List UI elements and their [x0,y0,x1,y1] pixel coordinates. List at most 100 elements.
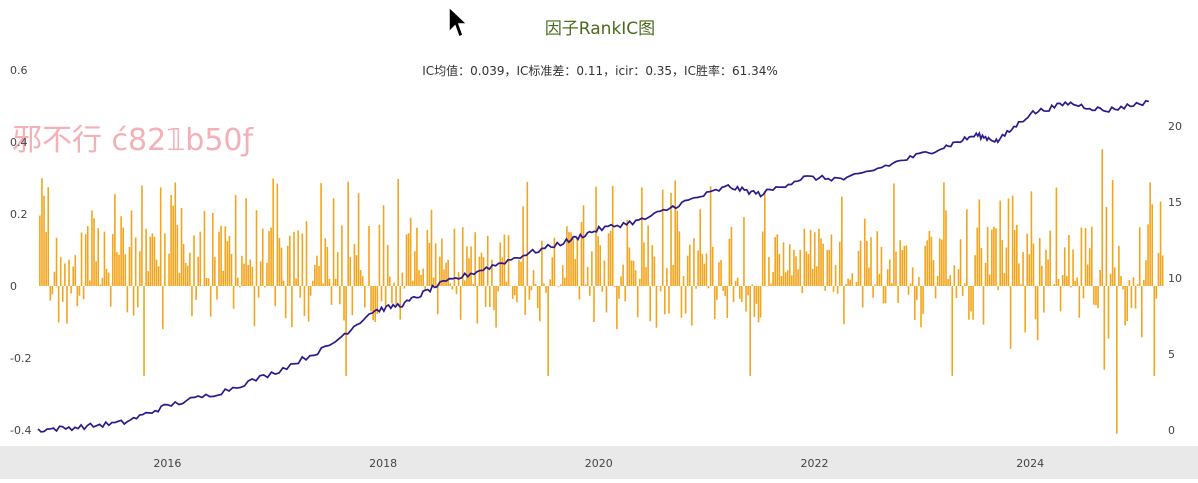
ic-bar [1064,247,1066,286]
ic-bar [1141,286,1143,337]
ic-bar [308,286,310,322]
ic-bar [851,273,853,286]
ic-bar [527,182,529,286]
ic-bar [691,286,693,326]
ic-bar [1035,286,1037,319]
ic-bar [320,183,322,286]
ic-bar [966,209,968,286]
ic-bar [372,286,374,320]
ic-bar [95,262,97,287]
ic-bar [1018,263,1020,286]
ic-bar [456,286,458,294]
ic-bar [266,263,268,286]
ic-bar [1041,266,1043,286]
ic-bar [643,242,645,286]
left-y-axis: 0.60.40.20-0.2-0.4 [10,64,31,437]
mouse-cursor-icon [448,6,470,40]
ic-bar [281,248,283,286]
ic-bar [585,284,587,286]
ic-bar [1014,230,1016,286]
ic-bar [304,286,306,316]
ic-bar [710,186,712,286]
ic-bar [704,264,706,286]
ic-bar [793,250,795,286]
ic-bar [249,259,251,286]
ic-bar [904,246,906,286]
ic-bar [1118,246,1120,286]
ic-bar [747,286,749,295]
ic-bar [466,246,468,286]
ic-bar [939,238,941,286]
ic-bar [799,250,801,286]
ic-bar [204,211,206,286]
ic-bar [1045,250,1047,286]
ic-bar [647,225,649,286]
ic-bar [764,191,766,286]
ic-bar [335,279,337,286]
ic-bar [735,281,737,286]
ic-bar [491,260,493,286]
ic-bar [887,269,889,286]
ic-bar [1089,248,1091,286]
ic-bar [720,260,722,286]
ic-bar [431,210,433,286]
ic-bar [1160,201,1162,286]
ic-bar [216,286,218,300]
ic-bar [74,255,76,286]
ic-bar [1122,286,1124,289]
ic-bar [1137,284,1139,286]
ic-bar [822,244,824,286]
ic-bar [758,286,760,322]
ic-bar [416,228,418,286]
ic-bar [870,237,872,286]
ic-bar [362,276,364,286]
ic-bar [595,187,597,286]
ic-bar [464,280,466,286]
ic-bar [1001,240,1003,286]
ic-bar [481,253,483,286]
ic-bar [102,278,104,286]
ic-bar [189,253,191,286]
ic-bar [779,254,781,286]
ic-bar [1087,264,1089,286]
ic-bar [1091,227,1093,286]
ic-bar [264,286,266,287]
ic-bar [468,258,470,286]
ic-bar [512,286,514,299]
ic-bar [1143,280,1145,286]
ic-bar [516,286,518,302]
ic-bar [322,283,324,286]
ic-bar [343,286,345,321]
ic-bar [610,231,612,286]
ic-bar [599,245,601,286]
ic-bar [93,218,95,286]
ic-bar [772,272,774,286]
ic-bar [287,246,289,286]
ic-bar [54,272,56,286]
ic-bar [849,280,851,286]
ic-bar [631,260,633,286]
ic-bar [145,229,147,286]
ic-bar [293,232,295,286]
ic-bar [995,228,997,286]
ic-bar [441,239,443,286]
ic-bar [1031,191,1033,286]
ic-bar [762,232,764,286]
ic-bar [239,286,241,287]
ic-bar [1110,274,1112,286]
ic-bar [1010,286,1012,349]
ic-bar [651,245,653,286]
ic-bar [941,240,943,286]
ic-bar [306,221,308,286]
ic-bar [285,286,287,318]
ic-bar [547,286,549,376]
ic-bar [889,259,891,286]
ic-bar [618,286,620,299]
ic-bar [474,232,476,286]
ic-bar [622,265,624,286]
ic-bar [218,232,220,286]
ic-bar [774,237,776,286]
ic-bar [560,284,562,286]
